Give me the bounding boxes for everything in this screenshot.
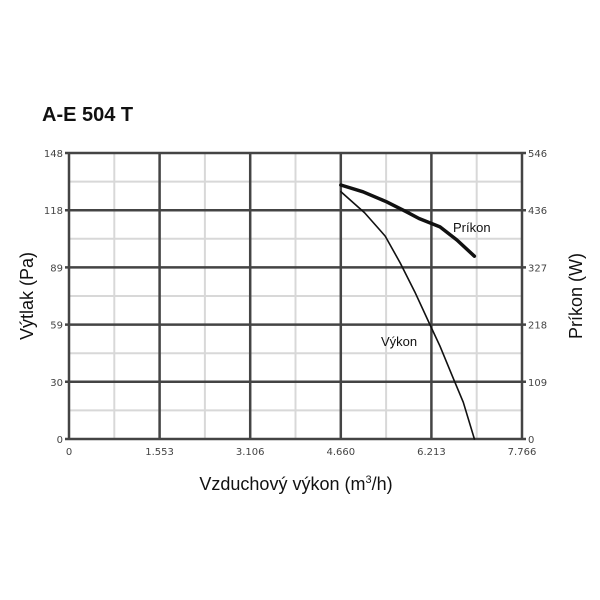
x-axis-label-end: /h) — [372, 474, 393, 494]
y2-tick-label: 327 — [528, 263, 547, 274]
y-tick-label: 59 — [50, 321, 63, 332]
y-tick-label: 118 — [44, 206, 63, 217]
series-line-prikon — [339, 183, 477, 258]
series-line-vykon — [339, 190, 476, 440]
y2-axis-label: Príkon (W) — [566, 253, 586, 339]
y-tick-label: 89 — [50, 263, 63, 274]
series-label-prikon: Príkon — [453, 220, 491, 235]
y-tick-label: 30 — [50, 378, 63, 389]
x-tick-label: 0 — [66, 447, 72, 458]
y2-tick-label: 436 — [528, 206, 547, 217]
y-tick-label: 148 — [44, 149, 63, 160]
x-tick-label: 6.213 — [417, 447, 446, 458]
y2-tick-label: 546 — [528, 149, 547, 160]
x-tick-label: 4.660 — [326, 447, 355, 458]
x-axis-label-sup: 3 — [365, 474, 371, 486]
x-axis-label: Vzduchový výkon (m3/h) — [199, 474, 392, 494]
x-axis-label-main: Vzduchový výkon (m — [199, 474, 365, 494]
x-tick-label: 7.766 — [508, 447, 537, 458]
grid — [65, 151, 526, 441]
x-tick-label: 3.106 — [236, 447, 265, 458]
y2-tick-label: 0 — [528, 435, 534, 446]
y2-tick-label: 109 — [528, 378, 547, 389]
chart-title: A-E 504 T — [42, 104, 134, 126]
x-tick-label: 1.553 — [145, 447, 174, 458]
y-axis-label: Výtlak (Pa) — [17, 252, 37, 340]
y-tick-label: 0 — [57, 435, 63, 446]
curves — [339, 183, 477, 440]
series-label-vykon: Výkon — [381, 334, 417, 349]
ticks: 0 1.553 3.106 4.660 6.213 7.76603059891181480… — [44, 149, 547, 458]
y2-tick-label: 218 — [528, 321, 547, 332]
